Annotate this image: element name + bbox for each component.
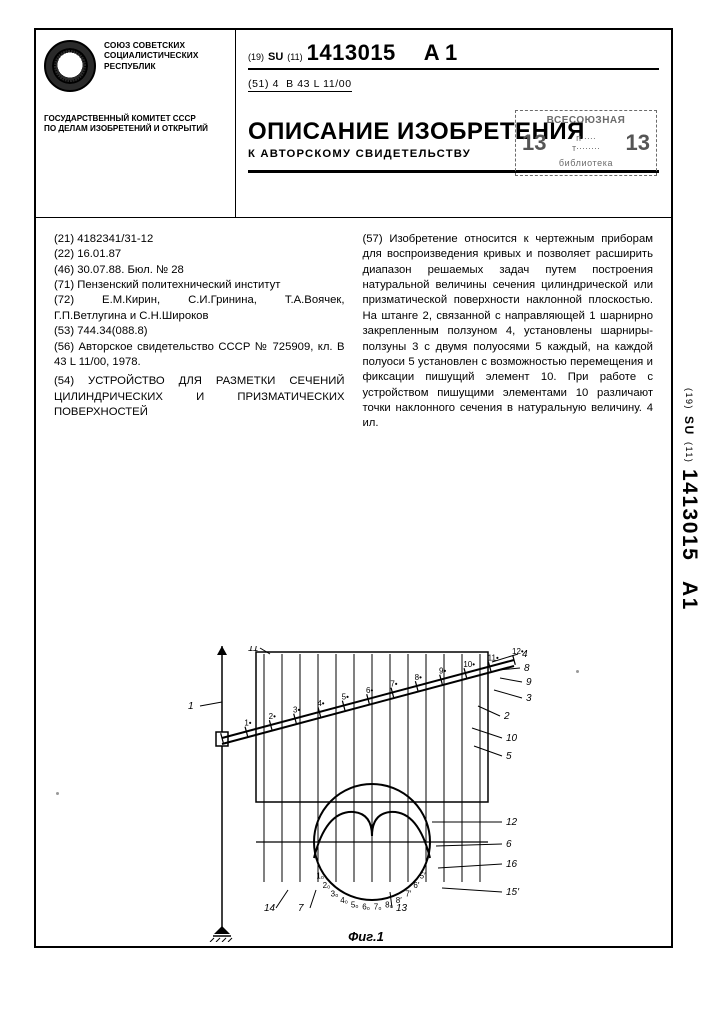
svg-text:2₀: 2₀ xyxy=(323,881,331,890)
svg-text:13: 13 xyxy=(396,903,408,914)
figure-1: 1•2•3•4•5•6•7•8•9•10•11•12• 1₀2₀3₀4₀5₀6₀… xyxy=(176,646,556,942)
stamp-left-num: 13 xyxy=(522,130,546,156)
svg-text:8•: 8• xyxy=(415,673,422,682)
ussr-emblem-icon xyxy=(44,40,96,92)
authority-block: СОЮЗ СОВЕТСКИХ СОЦИАЛИСТИЧЕСКИХ РЕСПУБЛИ… xyxy=(36,30,236,217)
field-54: (54) УСТРОЙСТВО ДЛЯ РАЗМЕТКИ СЕЧЕНИЙ ЦИЛ… xyxy=(54,374,345,420)
stamp-bottom: библиотека xyxy=(522,158,650,168)
side-number: 1413015 xyxy=(677,469,701,561)
left-column: (21) 4182341/31-12 (22) 16.01.87 (46) 30… xyxy=(54,232,345,624)
side-code-11: (11) xyxy=(684,442,694,463)
publication-block: (19) SU (11) 1413015 A 1 (51) 4 B 43 L 1… xyxy=(236,30,671,217)
svg-text:14: 14 xyxy=(264,903,276,914)
field-72: (72) Е.М.Кирин, С.И.Гринина, Т.А.Воячек,… xyxy=(54,293,345,324)
speck xyxy=(576,670,579,673)
svg-text:2: 2 xyxy=(503,711,510,722)
side-country: SU xyxy=(682,416,696,436)
field-71: (71) Пензенский политехнический институт xyxy=(54,278,345,293)
svg-text:9•: 9• xyxy=(439,667,446,676)
library-stamp: ВСЕСОЮЗНАЯ 13 п····· т········ 13 библио… xyxy=(515,110,657,176)
svg-text:1₀: 1₀ xyxy=(316,871,324,880)
field-56: (56) Авторское свидетельство СССР № 7259… xyxy=(54,340,345,371)
committee: ГОСУДАРСТВЕННЫЙ КОМИТЕТ СССР ПО ДЕЛАМ ИЗ… xyxy=(44,114,227,134)
svg-text:11: 11 xyxy=(248,646,258,654)
side-strip: (19) SU (11) 1413015 A1 xyxy=(677,388,701,611)
stamp-line1: ВСЕСОЮЗНАЯ xyxy=(522,115,650,126)
side-kind: A1 xyxy=(677,581,701,611)
svg-text:6: 6 xyxy=(506,839,512,850)
svg-text:5₀: 5₀ xyxy=(351,900,359,909)
svg-text:4: 4 xyxy=(522,649,528,660)
svg-text:3: 3 xyxy=(526,693,532,704)
kind-code: A 1 xyxy=(424,40,457,66)
svg-text:16: 16 xyxy=(506,859,518,870)
svg-text:10: 10 xyxy=(506,733,518,744)
field-46: (46) 30.07.88. Бюл. № 28 xyxy=(54,263,345,278)
ussr-authority: СОЮЗ СОВЕТСКИХ СОЦИАЛИСТИЧЕСКИХ РЕСПУБЛИ… xyxy=(104,40,198,71)
svg-text:1: 1 xyxy=(188,701,194,712)
svg-text:7′: 7′ xyxy=(405,889,411,898)
svg-text:4₀: 4₀ xyxy=(340,896,348,905)
stamp-right-num: 13 xyxy=(626,130,650,156)
figure-svg: 1•2•3•4•5•6•7•8•9•10•11•12• 1₀2₀3₀4₀5₀6₀… xyxy=(176,646,556,942)
ipc-prefix: (51) 4 xyxy=(248,78,279,90)
svg-text:12: 12 xyxy=(506,817,518,828)
svg-text:7: 7 xyxy=(298,903,304,914)
page-frame: СОЮЗ СОВЕТСКИХ СОЦИАЛИСТИЧЕСКИХ РЕСПУБЛИ… xyxy=(34,28,673,948)
pub-number: 1413015 xyxy=(307,40,396,66)
svg-text:3₀: 3₀ xyxy=(331,889,339,898)
svg-text:7•: 7• xyxy=(390,680,397,689)
stamp-mid: п····· т········ xyxy=(572,133,600,153)
svg-text:10•: 10• xyxy=(463,660,475,669)
field-53: (53) 744.34(088.8) xyxy=(54,324,345,339)
svg-text:7₀: 7₀ xyxy=(374,903,382,912)
code-19: (19) xyxy=(248,52,264,62)
ipc-class: B 43 L 11/00 xyxy=(286,78,352,90)
country-code: SU xyxy=(268,51,283,63)
abstract-57: (57) Изобретение относится к чертежным п… xyxy=(363,232,654,432)
svg-text:9: 9 xyxy=(526,677,532,688)
svg-text:6•: 6• xyxy=(366,686,373,695)
field-22: (22) 16.01.87 xyxy=(54,247,345,262)
body-columns: (21) 4182341/31-12 (22) 16.01.87 (46) 30… xyxy=(36,218,671,630)
svg-text:8: 8 xyxy=(524,663,530,674)
svg-text:5′: 5′ xyxy=(420,871,426,880)
svg-text:6′: 6′ xyxy=(413,881,419,890)
right-column: (57) Изобретение относится к чертежным п… xyxy=(363,232,654,624)
header: СОЮЗ СОВЕТСКИХ СОЦИАЛИСТИЧЕСКИХ РЕСПУБЛИ… xyxy=(36,30,671,218)
svg-text:15': 15' xyxy=(506,887,520,898)
field-21: (21) 4182341/31-12 xyxy=(54,232,345,247)
svg-text:5: 5 xyxy=(506,751,512,762)
svg-text:6₀: 6₀ xyxy=(362,903,370,912)
side-code-19: (19) xyxy=(684,388,694,410)
svg-text:4•: 4• xyxy=(317,699,324,708)
svg-text:5•: 5• xyxy=(342,693,349,702)
speck xyxy=(56,792,59,795)
svg-text:3•: 3• xyxy=(293,706,300,715)
publication-number-row: (19) SU (11) 1413015 A 1 xyxy=(248,40,659,70)
svg-text:2•: 2• xyxy=(269,712,276,721)
code-11: (11) xyxy=(287,52,302,62)
ipc-row: (51) 4 B 43 L 11/00 xyxy=(248,70,659,92)
figure-label: Фиг.1 xyxy=(348,929,384,944)
svg-text:1•: 1• xyxy=(244,719,251,728)
